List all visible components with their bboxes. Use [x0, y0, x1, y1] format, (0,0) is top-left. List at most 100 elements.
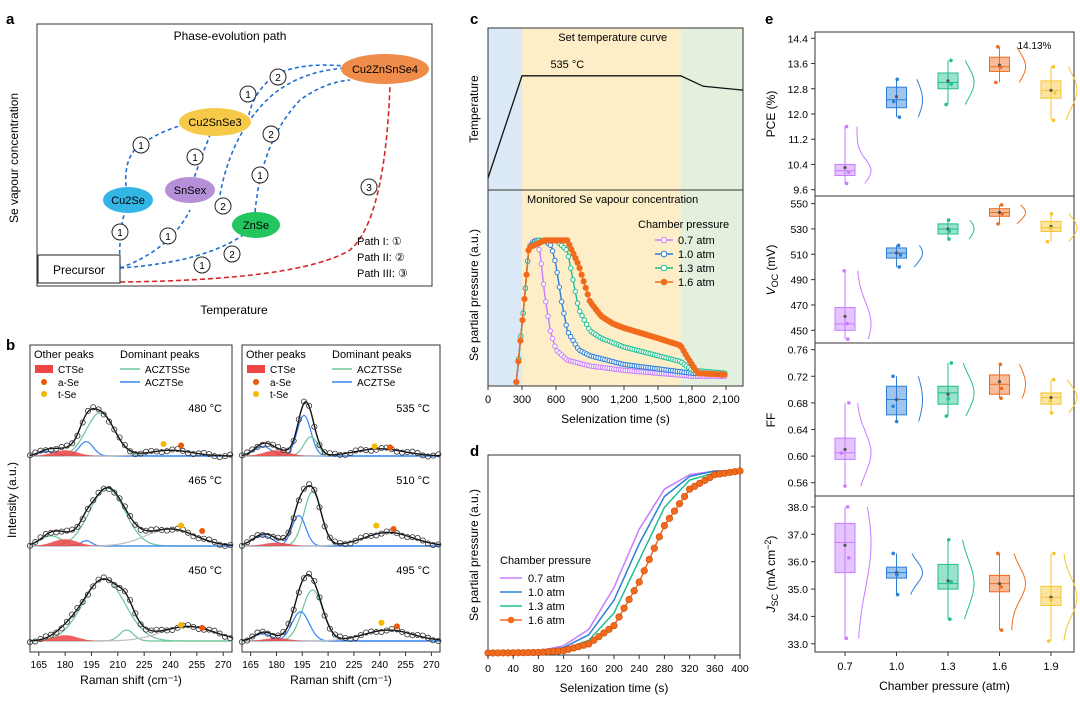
y-tick-label: 12.8 — [788, 84, 809, 96]
violin-curve — [918, 376, 922, 421]
panel-label-b: b — [6, 337, 15, 354]
data-point — [844, 637, 848, 641]
data-point — [949, 59, 953, 63]
series-point — [514, 379, 519, 384]
y-tick-label: 14.4 — [788, 33, 809, 45]
x-tick-label: 165 — [30, 660, 47, 671]
data-point — [896, 593, 900, 597]
figure: a Phase-evolution path Se vapour concent… — [0, 0, 1080, 704]
series-point — [666, 515, 673, 522]
x-tick-label: 255 — [397, 660, 414, 671]
series-point — [583, 285, 588, 290]
y-tick-label: 9.6 — [793, 185, 808, 197]
series-point — [546, 314, 550, 318]
violin-curve — [857, 127, 871, 184]
data-point — [895, 573, 899, 577]
svg-text:2: 2 — [268, 130, 274, 141]
component-peak — [242, 515, 440, 546]
legend-label: 1.3 atm — [678, 263, 715, 275]
data-point — [899, 253, 903, 257]
x-tick-label: 160 — [580, 663, 598, 675]
series-point — [544, 300, 548, 304]
legend-title: Chamber pressure — [638, 219, 729, 231]
legend-marker — [661, 237, 667, 243]
data-point — [843, 484, 847, 488]
data-point — [1046, 240, 1050, 244]
legend-label: 1.3 atm — [528, 601, 565, 613]
data-point — [840, 451, 844, 455]
x-tick-label: 2,100 — [712, 394, 740, 406]
pressure-ylabel: Se partial pressure (a.u.) — [467, 229, 481, 361]
series-point — [522, 296, 527, 301]
ase-marker — [394, 623, 400, 629]
series-point — [585, 292, 590, 297]
violin-curve — [859, 507, 871, 638]
svg-text:2: 2 — [220, 202, 226, 213]
mean-dot — [843, 448, 846, 451]
violin-curve — [914, 245, 922, 267]
series-point — [541, 282, 545, 286]
x-tick-label: 225 — [136, 660, 153, 671]
series-point — [578, 309, 582, 313]
series-point — [621, 605, 628, 612]
series-point — [575, 301, 579, 305]
series-point — [671, 508, 678, 515]
violin-curve — [1020, 364, 1026, 398]
panel-label-d: d — [470, 443, 479, 460]
ylabel-jsc-sup: −2 — [763, 540, 773, 550]
legend-label: 1.6 atm — [528, 615, 565, 627]
data-point — [845, 182, 849, 186]
data-point — [1052, 378, 1056, 382]
series-point — [651, 545, 658, 552]
data-point — [947, 229, 951, 233]
measured-point — [164, 449, 169, 454]
node-cu2snse3-label: Cu2SnSe3 — [188, 117, 241, 129]
series-point — [555, 270, 559, 274]
data-point — [1000, 387, 1004, 391]
node-znse-label: ZnSe — [243, 220, 269, 232]
series-point — [557, 285, 561, 289]
ase-marker — [178, 442, 184, 448]
data-point — [948, 617, 952, 621]
measured-point — [379, 445, 384, 450]
series-point — [569, 266, 573, 270]
x-tick-label: 165 — [242, 660, 259, 671]
x-tick-label: 120 — [555, 663, 573, 675]
legend-ctse-label: CTSe — [270, 365, 296, 376]
panel-c-plot: Set temperature curve535 °CTemperatureMo… — [467, 28, 743, 426]
series-point — [553, 344, 557, 348]
violin-curve — [917, 79, 923, 117]
data-point — [1052, 552, 1056, 556]
violin-curve — [963, 363, 974, 416]
node-snse-label: SnSex — [174, 185, 207, 197]
panel-c-xlabel: Selenization time (s) — [561, 412, 670, 426]
y-tick-label: 510 — [790, 249, 808, 261]
tse-marker — [160, 441, 166, 447]
series-point — [548, 243, 552, 247]
header-other-peaks: Other peaks — [246, 349, 306, 361]
precursor-label: Precursor — [53, 263, 105, 277]
svg-text:2: 2 — [229, 250, 235, 261]
data-point — [845, 125, 849, 129]
x-tick-label: 1.6 — [992, 661, 1007, 673]
temperature-label: 495 °C — [396, 565, 430, 577]
series-point — [737, 468, 744, 475]
y-tick-label: 0.64 — [788, 424, 809, 436]
y-tick-label: 490 — [790, 275, 808, 287]
bg-cooling — [681, 28, 743, 386]
record-annotation: 14.13% — [1018, 41, 1052, 52]
y-tick-label: 35.0 — [788, 584, 809, 596]
series-point — [520, 317, 525, 322]
series-point — [641, 567, 648, 574]
temperature-label: 535 °C — [396, 403, 430, 415]
legend-tse-dot — [253, 391, 259, 397]
mean-dot — [946, 579, 949, 582]
series-point — [564, 247, 568, 251]
panel-e-plot: 9.610.411.212.012.813.614.44504704905105… — [763, 32, 1077, 693]
data-point — [1049, 399, 1053, 403]
legend-ctse-label: CTSe — [58, 365, 84, 376]
legend-title: Chamber pressure — [500, 555, 591, 567]
data-point — [847, 401, 851, 405]
y-tick-label: 11.2 — [788, 134, 808, 146]
data-point — [950, 361, 954, 365]
